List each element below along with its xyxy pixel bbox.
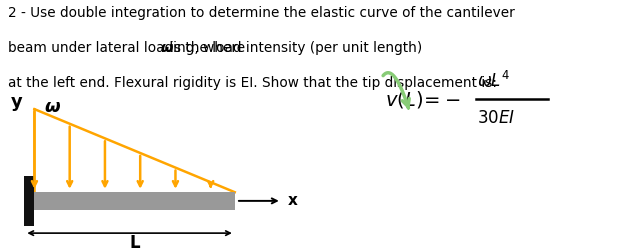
Text: $v(L)\!=\!-$: $v(L)\!=\!-$: [385, 89, 460, 110]
Text: x: x: [288, 193, 298, 208]
Text: ω: ω: [161, 41, 173, 55]
Text: ω: ω: [44, 98, 59, 116]
Text: y: y: [11, 93, 23, 111]
FancyBboxPatch shape: [24, 176, 34, 226]
Text: 2 - Use double integration to determine the elastic curve of the cantilever: 2 - Use double integration to determine …: [8, 6, 515, 20]
FancyBboxPatch shape: [34, 192, 235, 210]
Text: L: L: [130, 234, 140, 248]
Text: is the load intensity (per unit length): is the load intensity (per unit length): [170, 41, 423, 55]
Text: at the left end. Flexural rigidity is EI. Show that the tip displacement is:: at the left end. Flexural rigidity is EI…: [8, 76, 496, 90]
Text: $30EI$: $30EI$: [477, 109, 515, 127]
Text: $\omega L^4$: $\omega L^4$: [477, 70, 510, 91]
Text: beam under lateral loading, where: beam under lateral loading, where: [8, 41, 249, 55]
